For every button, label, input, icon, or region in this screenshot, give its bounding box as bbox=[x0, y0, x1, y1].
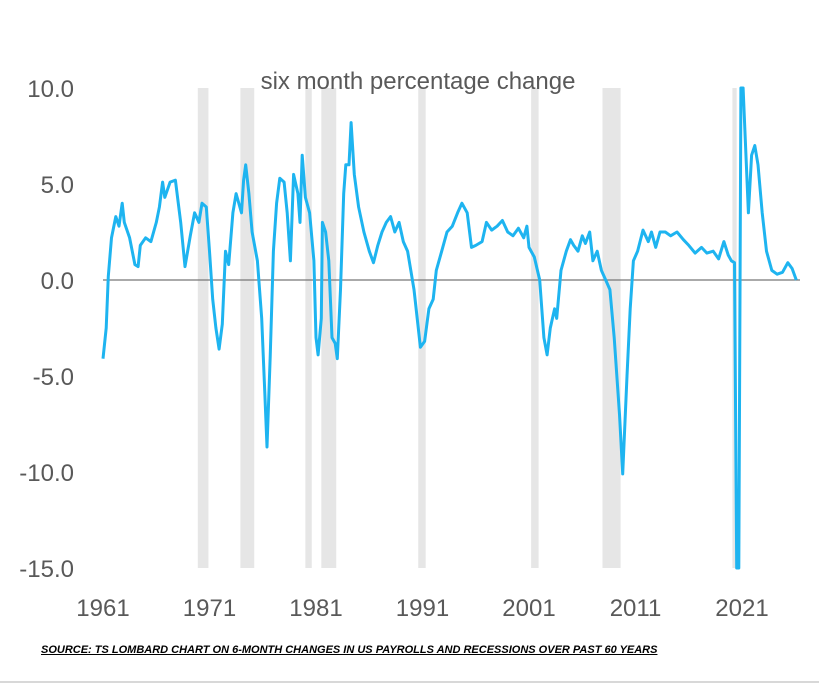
x-tick-label: 2011 bbox=[610, 595, 662, 622]
y-tick-label: -5.0 bbox=[33, 364, 74, 391]
x-axis-ticks: 1961 1971 1981 1991 2001 2011 2021 bbox=[76, 595, 768, 622]
recession-band bbox=[305, 88, 312, 568]
recession-band bbox=[321, 88, 337, 568]
payrolls-chart: 10.0 5.0 0.0 -5.0 -10.0 -15.0 1961 1971 1981 199… bbox=[19, 68, 800, 622]
recession-band bbox=[240, 88, 255, 568]
x-tick-label: 1971 bbox=[183, 595, 236, 622]
recession-band bbox=[418, 88, 426, 568]
y-tick-label: 0.0 bbox=[41, 268, 74, 295]
recession-band bbox=[531, 88, 539, 568]
x-tick-label: 1981 bbox=[289, 595, 342, 622]
y-tick-label: -10.0 bbox=[19, 460, 74, 487]
x-tick-label: 1991 bbox=[396, 595, 449, 622]
y-tick-label: 5.0 bbox=[41, 172, 74, 199]
source-caption: SOURCE: TS LOMBARD CHART ON 6-MONTH CHAN… bbox=[41, 644, 658, 656]
y-tick-label: -15.0 bbox=[19, 556, 74, 583]
recession-bands bbox=[197, 88, 737, 568]
x-tick-label: 2001 bbox=[502, 595, 555, 622]
y-axis-ticks: 10.0 5.0 0.0 -5.0 -10.0 -15.0 bbox=[19, 76, 74, 583]
series-line bbox=[101, 86, 798, 570]
y-tick-label: 10.0 bbox=[27, 76, 74, 103]
recession-band bbox=[197, 88, 209, 568]
chart-title: six month percentage change bbox=[261, 68, 576, 95]
x-tick-label: 1961 bbox=[76, 595, 129, 622]
recession-band bbox=[602, 88, 621, 568]
divider bbox=[0, 681, 819, 683]
x-tick-label: 2021 bbox=[715, 595, 768, 622]
